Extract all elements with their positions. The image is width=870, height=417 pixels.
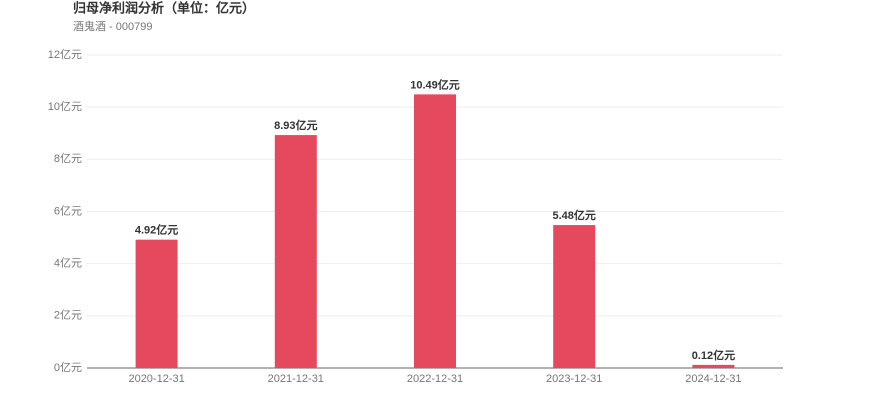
x-tick-label: 2023-12-31	[546, 373, 602, 385]
x-tick-label: 2020-12-31	[128, 373, 184, 385]
chart-subtitle: 酒鬼酒 - 000799	[73, 19, 152, 33]
y-tick-label: 4亿元	[54, 257, 82, 270]
chart-title: 归母净利润分析（单位：亿元）	[73, 0, 255, 15]
value-label: 5.48亿元	[552, 208, 595, 222]
y-tick-label: 12亿元	[48, 48, 82, 61]
bar	[414, 94, 456, 368]
x-tick-label: 2021-12-31	[268, 373, 324, 385]
y-tick-label: 8亿元	[54, 152, 82, 165]
y-tick-label: 2亿元	[54, 309, 82, 322]
bar	[135, 239, 178, 368]
x-tick-label: 2024-12-31	[685, 373, 741, 385]
bar	[692, 364, 735, 368]
bar	[553, 225, 596, 368]
value-label: 10.49亿元	[410, 77, 460, 91]
y-tick-label: 10亿元	[48, 100, 82, 113]
value-label: 4.92亿元	[135, 223, 178, 237]
y-tick-label: 0亿元	[54, 361, 82, 374]
value-label: 8.93亿元	[274, 118, 317, 132]
y-tick-label: 6亿元	[54, 204, 82, 217]
x-tick-label: 2022-12-31	[407, 373, 463, 385]
bar	[274, 135, 317, 368]
value-label: 0.12亿元	[692, 348, 735, 362]
